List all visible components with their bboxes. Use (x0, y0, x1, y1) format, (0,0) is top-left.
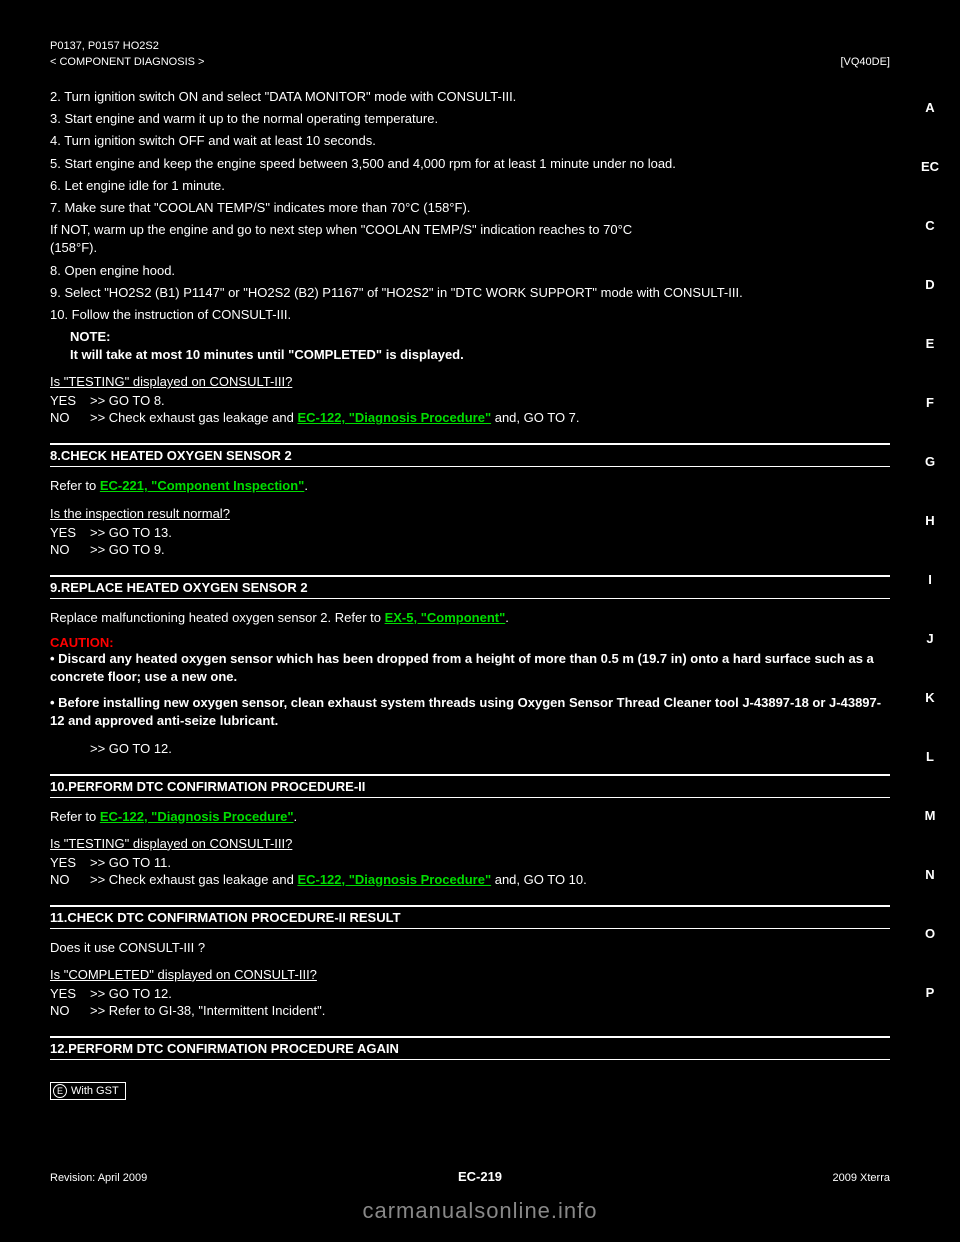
tab-a[interactable]: A (918, 100, 942, 115)
header-engine: [VQ40DE] (840, 56, 890, 68)
page-header: P0137, P0157 HO2S2 (50, 40, 890, 52)
step9-body: Replace malfunctioning heated oxygen sen… (50, 609, 890, 627)
question: Is "COMPLETED" displayed on CONSULT-III? (50, 967, 890, 982)
tab-n[interactable]: N (918, 867, 942, 882)
question: Is "TESTING" displayed on CONSULT-III? (50, 836, 890, 851)
tab-o[interactable]: O (918, 926, 942, 941)
with-gst-badge: E With GST (50, 1082, 126, 1100)
yes-branch: YES>> GO TO 13. (50, 525, 890, 540)
step-line: 2. Turn ignition switch ON and select "D… (50, 88, 890, 106)
step-line: 7. Make sure that "COOLAN TEMP/S" indica… (50, 199, 890, 217)
note-label: NOTE: (70, 329, 110, 344)
step11-body: Does it use CONSULT-III ? (50, 939, 890, 957)
tab-j[interactable]: J (918, 631, 942, 646)
step8-title: 8.CHECK HEATED OXYGEN SENSOR 2 (50, 443, 890, 467)
note-block: NOTE: It will take at most 10 minutes un… (70, 328, 890, 364)
question: Is "TESTING" displayed on CONSULT-III? (50, 374, 890, 389)
note-body: It will take at most 10 minutes until "C… (70, 347, 464, 362)
question: Is the inspection result normal? (50, 506, 890, 521)
tab-d[interactable]: D (918, 277, 942, 292)
caution-bullet: • Discard any heated oxygen sensor which… (50, 650, 890, 686)
yes-branch: YES>> GO TO 11. (50, 855, 890, 870)
step12-title: 12.PERFORM DTC CONFIRMATION PROCEDURE AG… (50, 1036, 890, 1060)
caution-label: CAUTION: (50, 635, 890, 650)
tab-g[interactable]: G (918, 454, 942, 469)
watermark: carmanualsonline.info (0, 1198, 960, 1224)
yes-branch: YES>> GO TO 8. (50, 393, 890, 408)
diagnosis-link[interactable]: EC-122, "Diagnosis Procedure" (297, 410, 491, 425)
step-line: 3. Start engine and warm it up to the no… (50, 110, 890, 128)
step-line: 9. Select "HO2S2 (B1) P1147" or "HO2S2 (… (50, 284, 890, 302)
step-line: 10. Follow the instruction of CONSULT-II… (50, 306, 890, 324)
no-branch: NO>> Refer to GI-38, "Intermittent Incid… (50, 1003, 890, 1018)
page-subheader: < COMPONENT DIAGNOSIS > [VQ40DE] (50, 56, 890, 68)
caution-bullet: • Before installing new oxygen sensor, c… (50, 694, 890, 730)
diagnosis-link[interactable]: EC-122, "Diagnosis Procedure" (297, 872, 491, 887)
header-section: < COMPONENT DIAGNOSIS > (50, 56, 204, 68)
goto-branch: >> GO TO 12. (50, 741, 890, 756)
step10-title: 10.PERFORM DTC CONFIRMATION PROCEDURE-II (50, 774, 890, 798)
tab-k[interactable]: K (918, 690, 942, 705)
tab-e[interactable]: E (918, 336, 942, 351)
tab-f[interactable]: F (918, 395, 942, 410)
header-title: P0137, P0157 HO2S2 (50, 40, 159, 52)
tab-l[interactable]: L (918, 749, 942, 764)
tab-m[interactable]: M (918, 808, 942, 823)
component-link[interactable]: EX-5, "Component" (385, 610, 506, 625)
step-line: 6. Let engine idle for 1 minute. (50, 177, 890, 195)
step10-body: Refer to EC-122, "Diagnosis Procedure". (50, 808, 890, 826)
tab-ec[interactable]: EC (918, 159, 942, 174)
diagnosis-link[interactable]: EC-122, "Diagnosis Procedure" (100, 809, 294, 824)
step8-body: Refer to EC-221, "Component Inspection". (50, 477, 890, 495)
section-tabs: A EC C D E F G H I J K L M N O P (918, 100, 942, 1000)
tab-c[interactable]: C (918, 218, 942, 233)
tab-h[interactable]: H (918, 513, 942, 528)
step9-title: 9.REPLACE HEATED OXYGEN SENSOR 2 (50, 575, 890, 599)
yes-branch: YES>> GO TO 12. (50, 986, 890, 1001)
no-branch: NO>> Check exhaust gas leakage and EC-12… (50, 410, 890, 425)
tab-i[interactable]: I (918, 572, 942, 587)
no-branch: NO>> Check exhaust gas leakage and EC-12… (50, 872, 890, 887)
page-number: EC-219 (0, 1169, 960, 1184)
intro-steps: 2. Turn ignition switch ON and select "D… (50, 88, 890, 324)
step-line: If NOT, warm up the engine and go to nex… (50, 221, 890, 257)
step-line: 8. Open engine hood. (50, 262, 890, 280)
step11-title: 11.CHECK DTC CONFIRMATION PROCEDURE-II R… (50, 905, 890, 929)
gst-icon: E (53, 1084, 67, 1098)
main-content: P0137, P0157 HO2S2 < COMPONENT DIAGNOSIS… (50, 40, 890, 1108)
model-text: 2009 Xterra (833, 1172, 890, 1184)
tab-p[interactable]: P (918, 985, 942, 1000)
no-branch: NO>> GO TO 9. (50, 542, 890, 557)
component-inspection-link[interactable]: EC-221, "Component Inspection" (100, 478, 304, 493)
step-line: 5. Start engine and keep the engine spee… (50, 155, 890, 173)
page-container: A EC C D E F G H I J K L M N O P P0137, … (0, 0, 960, 1242)
step-line: 4. Turn ignition switch OFF and wait at … (50, 132, 890, 150)
